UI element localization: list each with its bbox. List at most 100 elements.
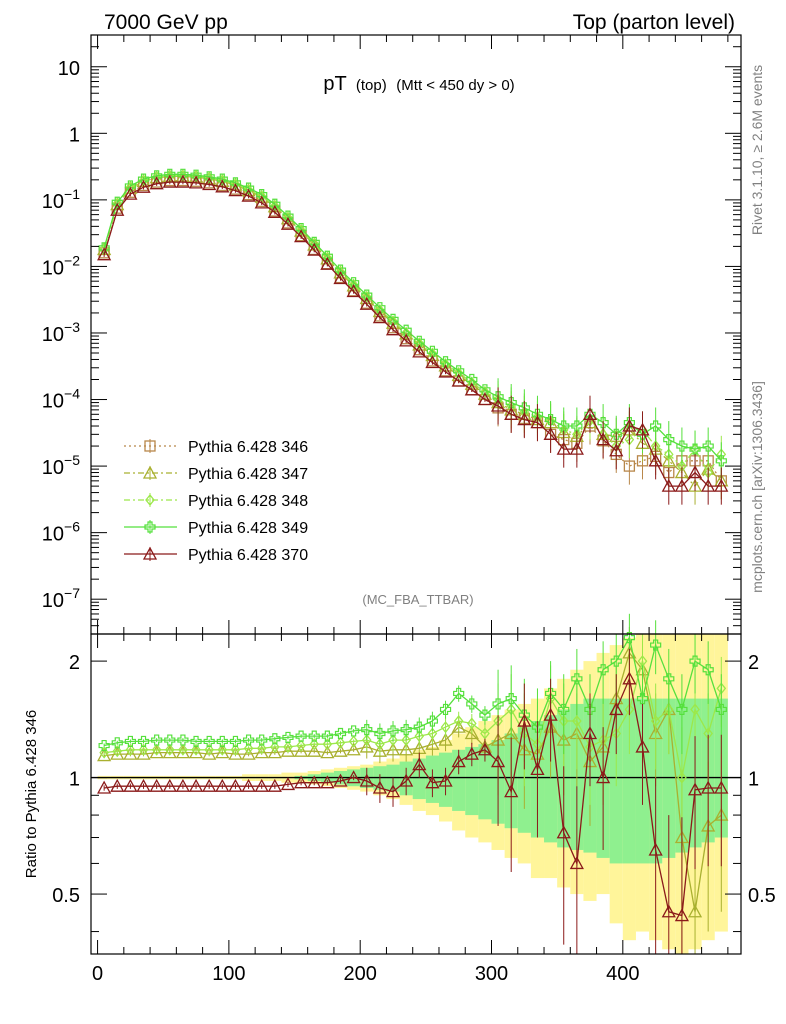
ratio-data-point bbox=[505, 692, 517, 705]
main-data-point bbox=[543, 426, 558, 440]
ratio-y-tick-label-left: 1 bbox=[69, 769, 80, 791]
main-data-point bbox=[453, 365, 465, 377]
ratio-data-point bbox=[464, 746, 479, 760]
main-y-tick-label-base: 10 bbox=[42, 257, 64, 279]
ratio-data-point bbox=[333, 743, 348, 757]
legend-label: Pythia 6.428 347 bbox=[188, 466, 308, 483]
main-data-point bbox=[267, 204, 282, 218]
main-data-point bbox=[623, 460, 636, 472]
ratio-data-point bbox=[110, 778, 125, 792]
ratio-data-point bbox=[346, 770, 361, 784]
ratio-data-point bbox=[690, 703, 700, 716]
ratio-data-point bbox=[677, 771, 687, 784]
ratio-data-point bbox=[322, 738, 333, 751]
legend-entry-3: Pythia 6.428 348 bbox=[124, 493, 308, 510]
ratio-band-segment bbox=[622, 698, 636, 864]
main-data-point bbox=[202, 177, 217, 191]
ratio-data-point bbox=[715, 703, 727, 716]
ratio-data-point bbox=[388, 734, 398, 747]
ratio-data-point bbox=[151, 743, 162, 756]
ratio-data-point bbox=[531, 721, 544, 733]
ratio-y-tick-label-left: 2 bbox=[69, 652, 80, 674]
ratio-data-point bbox=[243, 742, 254, 755]
main-data-point bbox=[136, 179, 151, 193]
main-data-point bbox=[663, 434, 675, 446]
ratio-data-point bbox=[203, 735, 215, 748]
ratio-data-point bbox=[479, 709, 491, 721]
main-y-tick-label: 10 bbox=[58, 58, 80, 80]
main-series-line-3 bbox=[103, 175, 722, 474]
main-y-tick-label-exponent: −3 bbox=[64, 319, 80, 335]
ratio-plot-area bbox=[91, 613, 741, 954]
ratio-y-axis-label: Ratio to Pythia 6.428 346 bbox=[23, 710, 40, 878]
ratio-data-point bbox=[464, 726, 479, 740]
main-data-point bbox=[375, 304, 385, 317]
legend-entry-1: Pythia 6.428 346 bbox=[124, 439, 308, 456]
main-data-point bbox=[110, 202, 125, 216]
main-y-tick-label-exponent: −7 bbox=[64, 585, 80, 601]
ratio-band-segment bbox=[478, 744, 492, 820]
ratio-data-point bbox=[572, 714, 582, 728]
ratio-data-point bbox=[320, 745, 335, 759]
main-data-point bbox=[228, 183, 243, 197]
ratio-data-point bbox=[477, 742, 493, 756]
main-data-point bbox=[333, 271, 348, 285]
main-y-tick-label-base: 10 bbox=[42, 324, 64, 346]
main-data-point bbox=[414, 337, 425, 350]
header-left: 7000 GeV pp bbox=[104, 11, 228, 34]
legend-marker bbox=[142, 465, 158, 479]
main-data-point bbox=[374, 302, 386, 314]
ratio-data-point bbox=[123, 746, 138, 760]
ratio-data-point bbox=[375, 738, 385, 751]
main-data-point bbox=[175, 174, 191, 188]
main-y-tick-label: 10−4 bbox=[42, 386, 80, 413]
main-data-point bbox=[674, 478, 690, 492]
main-data-point bbox=[477, 392, 493, 406]
ratio-data-point bbox=[137, 735, 150, 748]
x-tick-label: 100 bbox=[212, 963, 245, 985]
ratio-data-point bbox=[111, 737, 123, 749]
main-data-point bbox=[663, 448, 674, 461]
main-data-point bbox=[427, 347, 438, 360]
ratio-data-point bbox=[359, 773, 374, 787]
ratio-data-point bbox=[425, 736, 440, 750]
ratio-data-point bbox=[676, 703, 688, 716]
ratio-data-point bbox=[175, 778, 191, 792]
ratio-band-segment bbox=[465, 746, 479, 816]
main-data-point bbox=[648, 453, 663, 467]
ratio-series-4 bbox=[97, 648, 729, 954]
ratio-data-point bbox=[136, 746, 151, 760]
main-series-5 bbox=[97, 174, 729, 505]
ratio-data-point bbox=[439, 703, 452, 716]
ratio-plot-frame bbox=[90, 633, 742, 955]
ratio-data-point bbox=[202, 746, 217, 760]
main-data-point bbox=[241, 188, 256, 202]
x-tick-label: 300 bbox=[475, 963, 508, 985]
main-data-point bbox=[438, 364, 453, 378]
ratio-data-point bbox=[136, 778, 151, 792]
main-data-point bbox=[622, 418, 637, 432]
x-axis: 0 100 200 300 400 bbox=[92, 35, 729, 985]
ratio-data-point bbox=[544, 687, 557, 700]
main-data-point bbox=[687, 465, 703, 479]
title-main: pT bbox=[323, 73, 346, 95]
legend-marker bbox=[144, 521, 156, 533]
ratio-data-point bbox=[282, 731, 294, 744]
main-data-point bbox=[97, 247, 112, 261]
ratio-data-point bbox=[334, 727, 347, 740]
legend-marker bbox=[145, 493, 155, 507]
ratio-data-point bbox=[701, 780, 716, 794]
ratio-y-tick-label-left: 0.5 bbox=[52, 885, 80, 907]
main-data-point bbox=[385, 322, 401, 336]
main-data-point bbox=[623, 417, 635, 429]
main-data-point bbox=[556, 441, 571, 455]
main-data-point bbox=[346, 284, 361, 298]
legend-label: Pythia 6.428 349 bbox=[188, 520, 308, 537]
main-data-point bbox=[480, 385, 490, 398]
main-data-point bbox=[348, 277, 360, 289]
main-data-point bbox=[451, 373, 466, 387]
main-data-point bbox=[359, 296, 374, 310]
main-data-point bbox=[702, 440, 714, 452]
ratio-data-point bbox=[387, 725, 399, 737]
main-data-point bbox=[504, 406, 519, 420]
